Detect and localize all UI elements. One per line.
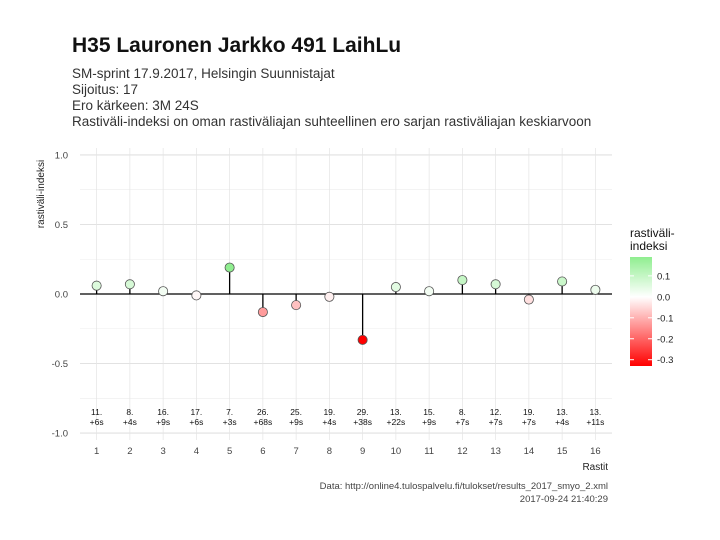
x-tick-label: 14 [524, 446, 535, 457]
lollipop-point [424, 286, 435, 297]
lollipop-point [523, 294, 534, 305]
lollipop-point [490, 279, 501, 290]
time-label: +68s [254, 417, 273, 427]
data-marks: 11.+6s8.+4s16.+9s17.+6s7.+3s26.+68s25.+9… [90, 262, 604, 427]
time-label: +3s [223, 417, 237, 427]
lollipop-point [357, 334, 368, 345]
lollipop-point [590, 284, 601, 295]
x-tick-label: 16 [590, 446, 601, 457]
rank-label: 13. [390, 407, 402, 417]
rank-label: 25. [290, 407, 302, 417]
rank-label: 26. [257, 407, 269, 417]
x-tick-label: 10 [391, 446, 402, 457]
rank-label: 11. [91, 407, 102, 417]
rank-label: 15. [423, 407, 435, 417]
rank-label: 8. [126, 407, 133, 417]
lollipop-point [91, 280, 102, 291]
caption-source: Data: http://online4.tulospalvelu.fi/tul… [319, 481, 608, 492]
x-tick-label: 9 [360, 446, 365, 457]
y-tick-label: -1.0 [52, 429, 68, 440]
x-tick-label: 2 [127, 446, 132, 457]
legend-tick-label: -0.1 [657, 313, 673, 324]
lollipop-point [291, 300, 302, 311]
x-tick-label: 8 [327, 446, 332, 457]
time-label: +7s [489, 417, 503, 427]
x-tick-label: 5 [227, 446, 232, 457]
caption-timestamp: 2017-09-24 21:40:29 [519, 494, 608, 505]
rank-label: 13. [556, 407, 568, 417]
rank-label: 16. [157, 407, 169, 417]
time-label: +4s [555, 417, 569, 427]
chart-title: H35 Lauronen Jarkko 491 LaihLu [72, 34, 402, 57]
color-legend: rastiväli-indeksi 0.1 0.0 -0.1 -0.2 -0.3 [630, 226, 675, 366]
lollipop-point [457, 275, 468, 286]
lollipop-point [390, 282, 401, 293]
lollipop-point [324, 291, 335, 302]
x-tick-label: 11 [424, 446, 434, 457]
y-tick-label: 0.0 [55, 290, 68, 301]
subtitle-gap: Ero kärkeen: 3M 24S [72, 98, 199, 113]
legend-tick-label: 0.0 [657, 292, 670, 303]
time-label: +4s [322, 417, 336, 427]
time-label: +7s [455, 417, 469, 427]
rank-label: 17. [190, 407, 202, 417]
lollipop-point [158, 286, 169, 297]
x-tick-label: 12 [457, 446, 468, 457]
y-axis-title: rastiväli-indeksi [36, 160, 47, 228]
lollipop-point [257, 307, 268, 318]
y-tick-label: -0.5 [52, 359, 68, 370]
y-tick-label: 0.5 [55, 220, 68, 231]
x-tick-label: 4 [194, 446, 199, 457]
rank-label: 12. [490, 407, 502, 417]
legend-title: rastiväli- [630, 226, 675, 240]
legend-title: indeksi [630, 239, 667, 253]
rank-label: 13. [589, 407, 601, 417]
legend-tick-label: -0.2 [657, 334, 673, 345]
legend-tick-label: -0.3 [657, 355, 673, 366]
rank-label: 7. [226, 407, 233, 417]
x-tick-label: 3 [160, 446, 165, 457]
time-label: +9s [289, 417, 303, 427]
time-label: +11s [586, 417, 604, 427]
y-tick-label: 1.0 [55, 150, 68, 161]
time-label: +38s [353, 417, 372, 427]
time-label: +9s [156, 417, 170, 427]
rank-label: 8. [459, 407, 466, 417]
rank-label: 29. [357, 407, 369, 417]
legend-colorbar [630, 257, 652, 366]
lollipop-point [124, 279, 135, 290]
x-axis-title: Rastit [582, 462, 608, 473]
x-tick-label: 15 [557, 446, 568, 457]
lollipop-point [191, 290, 202, 301]
x-tick-label: 13 [490, 446, 501, 457]
time-label: +4s [123, 417, 137, 427]
x-tick-label: 7 [293, 446, 298, 457]
subtitle-description: Rastiväli-indeksi on oman rastiväliajan … [72, 114, 592, 129]
time-label: +9s [422, 417, 436, 427]
axes: -1.0-0.50.00.51.01 2 3 4 5 6 7 8 9 10 11 12 13 14 15 16… [36, 150, 612, 473]
subtitle-event: SM-sprint 17.9.2017, Helsingin Suunnista… [72, 66, 335, 81]
lollipop-point [557, 276, 568, 287]
legend-tick-label: 0.1 [657, 271, 670, 282]
time-label: +22s [387, 417, 406, 427]
time-label: +6s [90, 417, 104, 427]
x-tick-label: 1 [94, 446, 99, 457]
rank-label: 19. [523, 407, 535, 417]
time-label: +7s [522, 417, 536, 427]
time-label: +6s [189, 417, 203, 427]
subtitle-rank: Sijoitus: 17 [72, 82, 139, 97]
lollipop-point [224, 262, 235, 273]
rank-label: 19. [323, 407, 335, 417]
x-tick-label: 6 [260, 446, 265, 457]
